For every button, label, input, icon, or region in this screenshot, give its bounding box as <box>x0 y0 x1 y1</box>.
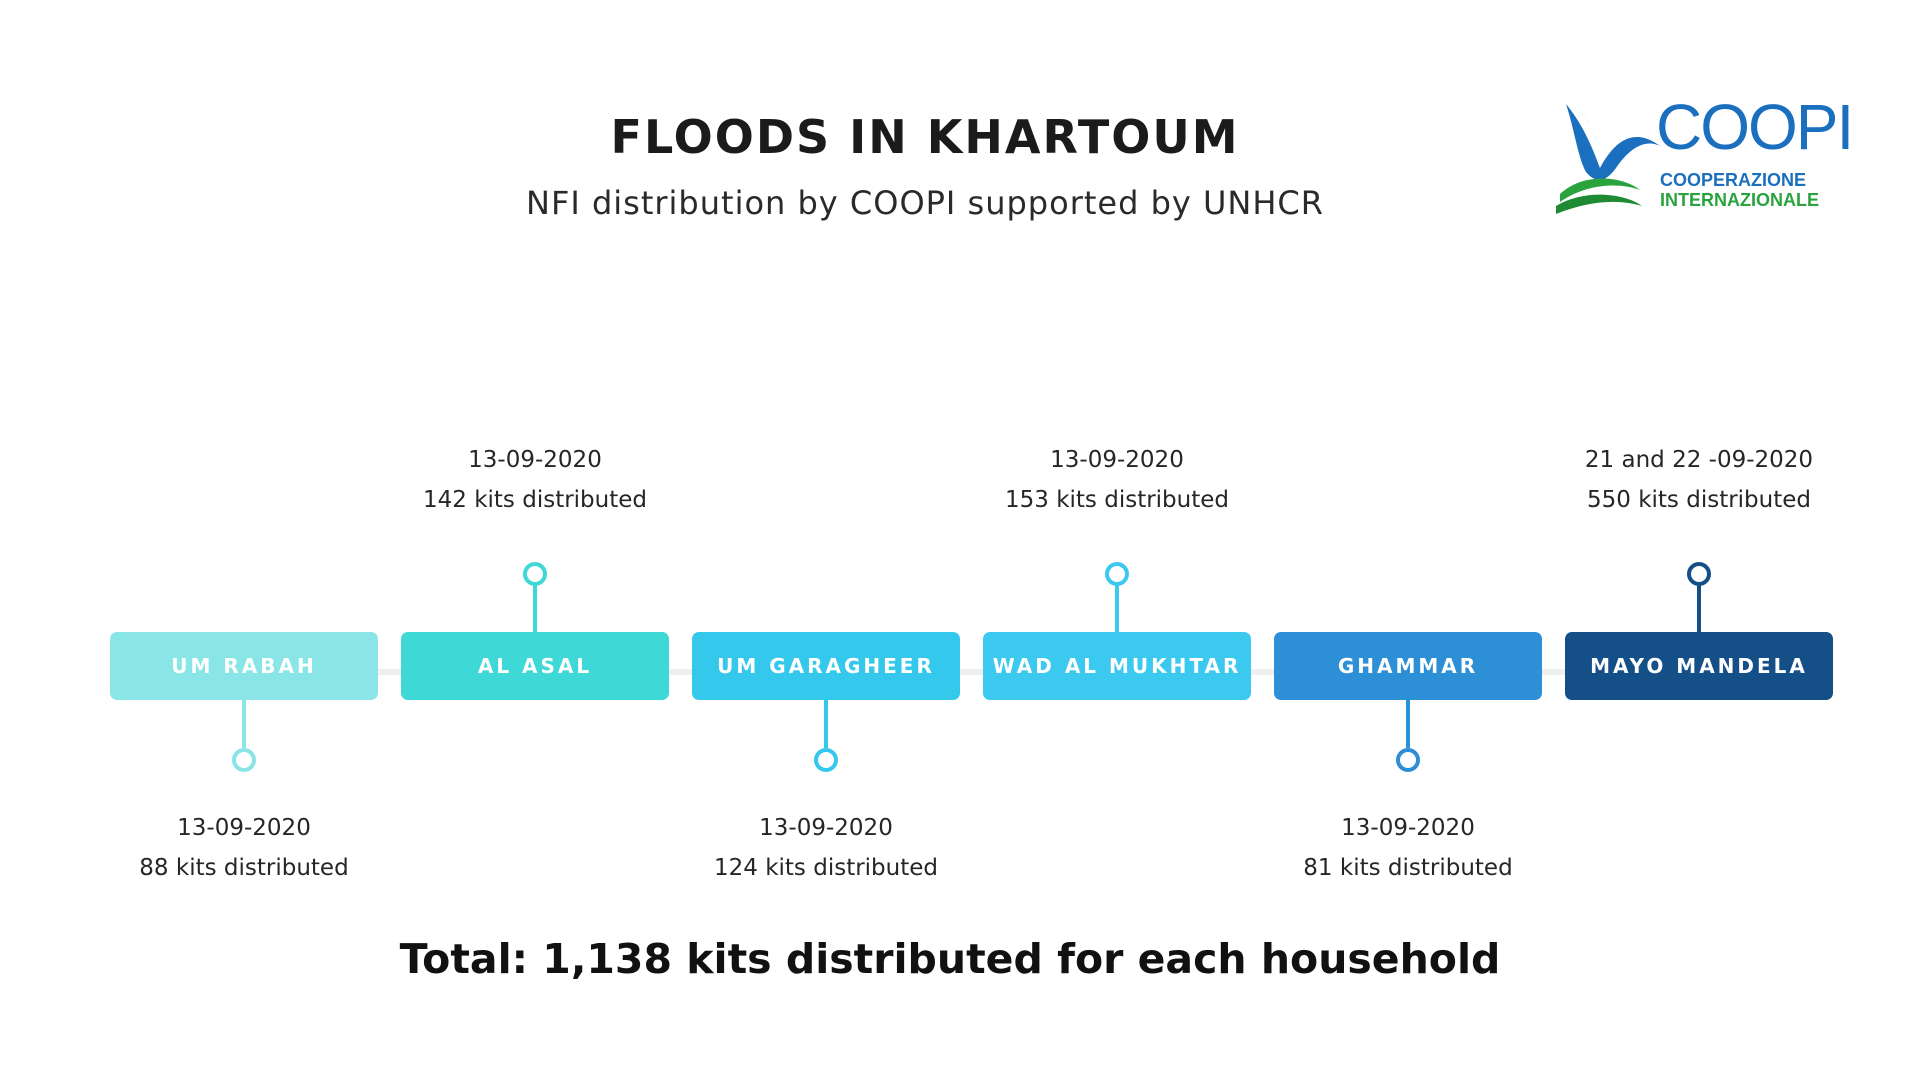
milestone-dot <box>1105 562 1129 586</box>
kits-count: 142 kits distributed <box>422 487 647 513</box>
timeline-node: WAD AL MUKHTAR <box>983 632 1251 700</box>
distribution-date: 13-09-2020 <box>1341 815 1475 841</box>
timeline-node: AL ASAL <box>401 632 669 700</box>
connector-stem <box>824 700 828 748</box>
connector-stem <box>533 584 537 632</box>
logo-line-1: COOPERAZIONE <box>1660 170 1807 190</box>
distribution-info: 13-09-2020 88 kits distributed <box>84 808 404 888</box>
location-label: GHAMMAR <box>1337 654 1479 678</box>
milestone-dot <box>1396 748 1420 772</box>
distribution-date: 13-09-2020 <box>468 447 602 473</box>
page-subtitle: NFI distribution by COOPI supported by U… <box>526 184 1324 222</box>
timeline-track <box>110 669 1820 675</box>
kits-count: 153 kits distributed <box>1004 487 1229 513</box>
distribution-info: 13-09-2020 81 kits distributed <box>1248 808 1568 888</box>
distribution-info: 13-09-2020 124 kits distributed <box>666 808 986 888</box>
connector-stem <box>242 700 246 748</box>
logo-line-2: INTERNAZIONALE <box>1660 190 1819 210</box>
distribution-date: 21 and 22 -09-2020 <box>1584 447 1814 473</box>
kits-count: 88 kits distributed <box>139 855 349 881</box>
distribution-date: 13-09-2020 <box>177 815 311 841</box>
distribution-info: 21 and 22 -09-2020 550 kits distributed <box>1539 440 1859 520</box>
milestone-dot <box>814 748 838 772</box>
kits-count: 81 kits distributed <box>1303 855 1513 881</box>
connector-stem <box>1406 700 1410 748</box>
kits-count: 124 kits distributed <box>713 855 938 881</box>
coopi-logo: COOPI COOPERAZIONE INTERNAZIONALE <box>1556 91 1854 216</box>
kits-count: 550 kits distributed <box>1586 487 1811 513</box>
total-summary: Total: 1,138 kits distributed for each h… <box>399 935 1501 983</box>
milestone-dot <box>523 562 547 586</box>
dove-wave-icon <box>1556 104 1660 214</box>
distribution-date: 13-09-2020 <box>759 815 893 841</box>
location-label: UM GARAGHEER <box>717 654 935 678</box>
distribution-date: 13-09-2020 <box>1050 447 1184 473</box>
location-label: MAYO MANDELA <box>1590 654 1808 678</box>
location-label: AL ASAL <box>477 654 593 678</box>
distribution-info: 13-09-2020 153 kits distributed <box>957 440 1277 520</box>
timeline-node: GHAMMAR <box>1274 632 1542 700</box>
connector-stem <box>1697 584 1701 632</box>
timeline-node: UM GARAGHEER <box>692 632 960 700</box>
distribution-info: 13-09-2020 142 kits distributed <box>375 440 695 520</box>
location-label: UM RABAH <box>171 654 317 678</box>
page-title: FLOODS IN KHARTOUM <box>610 110 1240 164</box>
milestone-dot <box>1687 562 1711 586</box>
milestone-dot <box>232 748 256 772</box>
connector-stem <box>1115 584 1119 632</box>
logo-wordmark: COOPI <box>1656 91 1854 163</box>
timeline-node: UM RABAH <box>110 632 378 700</box>
timeline-node: MAYO MANDELA <box>1565 632 1833 700</box>
location-label: WAD AL MUKHTAR <box>992 654 1242 678</box>
